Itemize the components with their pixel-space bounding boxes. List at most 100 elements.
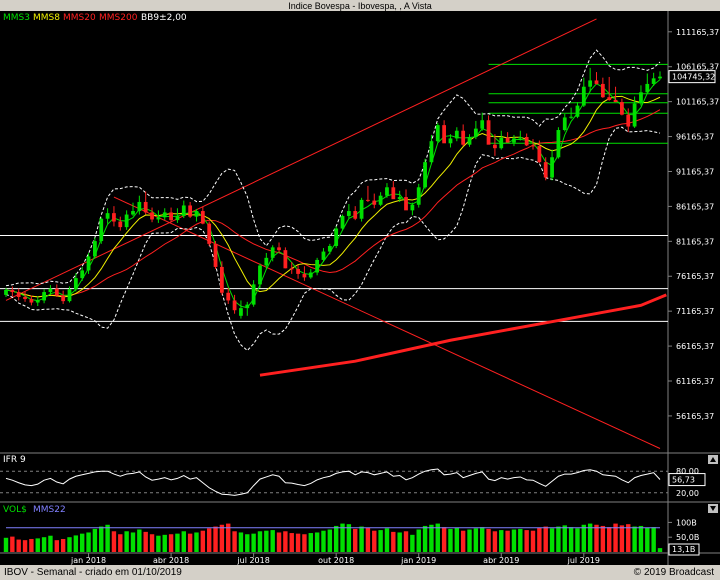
candle-body [245,304,250,309]
candle-body [620,102,624,115]
volume-bar [54,540,59,552]
candle-body [531,145,535,147]
x-tick-label: jan 2018 [70,556,106,565]
volume-bar [505,530,510,552]
candle-body [594,80,599,84]
volume-bar [435,523,440,552]
volume-bar [92,528,98,552]
volume-bar [365,527,371,552]
volume-bar [238,532,244,552]
volume-bar [518,528,523,552]
candle-body [181,205,186,216]
candle-body [270,247,275,258]
volume-bar [219,524,225,552]
candle-body [124,214,129,228]
volume-bar [124,531,129,552]
candle-body [607,97,612,100]
last-value-box [668,70,716,84]
candle-body [429,141,434,163]
volume-bar [340,523,345,552]
ifr-last-box [668,473,706,487]
volume-bar [118,534,123,552]
candle-body [569,116,573,118]
volume-bar [321,530,326,552]
candle-body [410,204,415,211]
volume-bar [486,528,491,552]
y-tick-label: 61165,37 [676,377,714,386]
y-tick-label: 111165,37 [676,28,719,37]
candle-body [308,272,313,278]
x-tick-label: jul 2019 [567,556,600,565]
scroll-down-icon[interactable] [708,504,718,513]
candle-body [137,201,142,212]
volume-bar [448,528,453,552]
candle-body [10,289,15,293]
volume-bar [480,527,485,552]
candle-body [156,217,161,220]
bollinger-upper [5,49,661,287]
y-tick-label: 66165,37 [676,342,714,351]
y-tick-label: 96165,37 [676,133,714,142]
y-tick-label: 56165,37 [676,412,714,421]
volume-bar [314,532,320,552]
vol-last-label: 13,1B [672,545,695,554]
volume-bar [29,538,34,552]
candle-body [505,137,510,143]
legend-item: VOL$ [3,505,27,515]
volume-bar [41,537,47,552]
x-tick-label: abr 2018 [153,556,189,565]
status-left: IBOV - Semanal - criado em 01/10/2019 [4,567,182,578]
vol-tick-label: 100B [676,518,697,527]
candle-body [346,211,351,216]
mms20-line [5,109,661,298]
volume-bar [568,527,574,552]
y-tick-label: 76165,37 [676,272,714,281]
trend-line-down [113,196,661,449]
volume-bar [200,530,206,552]
candle-body [353,211,358,219]
chart-canvas[interactable]: Indice Bovespa - Ibovespa, , A Vista MMS… [0,0,720,565]
status-bar: IBOV - Semanal - criado em 01/10/2019 © … [0,565,720,580]
candle-body [29,299,34,303]
volume-bar [213,526,218,552]
candle-body [581,86,586,106]
volume-bar [283,531,288,552]
volume-bar [384,528,390,552]
volume-bar [156,535,161,552]
candle-body [315,259,320,273]
candle-body [226,292,231,301]
candle-body [397,197,402,200]
candle-body [423,162,427,188]
mms200-line [259,293,667,377]
volume-bar [422,525,428,552]
candle-body [213,243,218,267]
x-tick-label: abr 2019 [483,556,519,565]
legend-item: MMS8 [33,13,60,23]
candle-body [416,187,421,205]
candle-body [219,266,224,293]
candle-body [442,125,447,144]
trend-line-up [5,18,597,301]
ifr-panel: 80,00 20,00 56,73 [0,467,706,498]
volume-bar [454,527,460,552]
volume-bar [264,530,269,552]
ifr-tick-label: 20,00 [676,489,699,498]
volume-bar [16,539,21,552]
candle-body [467,137,472,145]
candle-body [239,308,243,316]
volume-bar [403,531,409,552]
volume-bar [206,528,212,552]
candle-body [80,270,85,279]
scroll-up-icon[interactable] [708,455,718,464]
candle-body [639,92,643,104]
volume-bar [79,533,85,552]
volume-panel: 100B 50,0B 13,1B [3,518,700,556]
volume-bar [562,525,567,552]
ifr-line [5,468,661,496]
volume-bar [619,525,625,552]
candle-body [99,218,104,242]
volume-bar [429,524,434,552]
volume-bar [499,530,504,552]
main-legend: MMS3 MMS8 MMS20 MMS200 BB9±2,00 [3,13,187,23]
candle-body [334,228,339,246]
